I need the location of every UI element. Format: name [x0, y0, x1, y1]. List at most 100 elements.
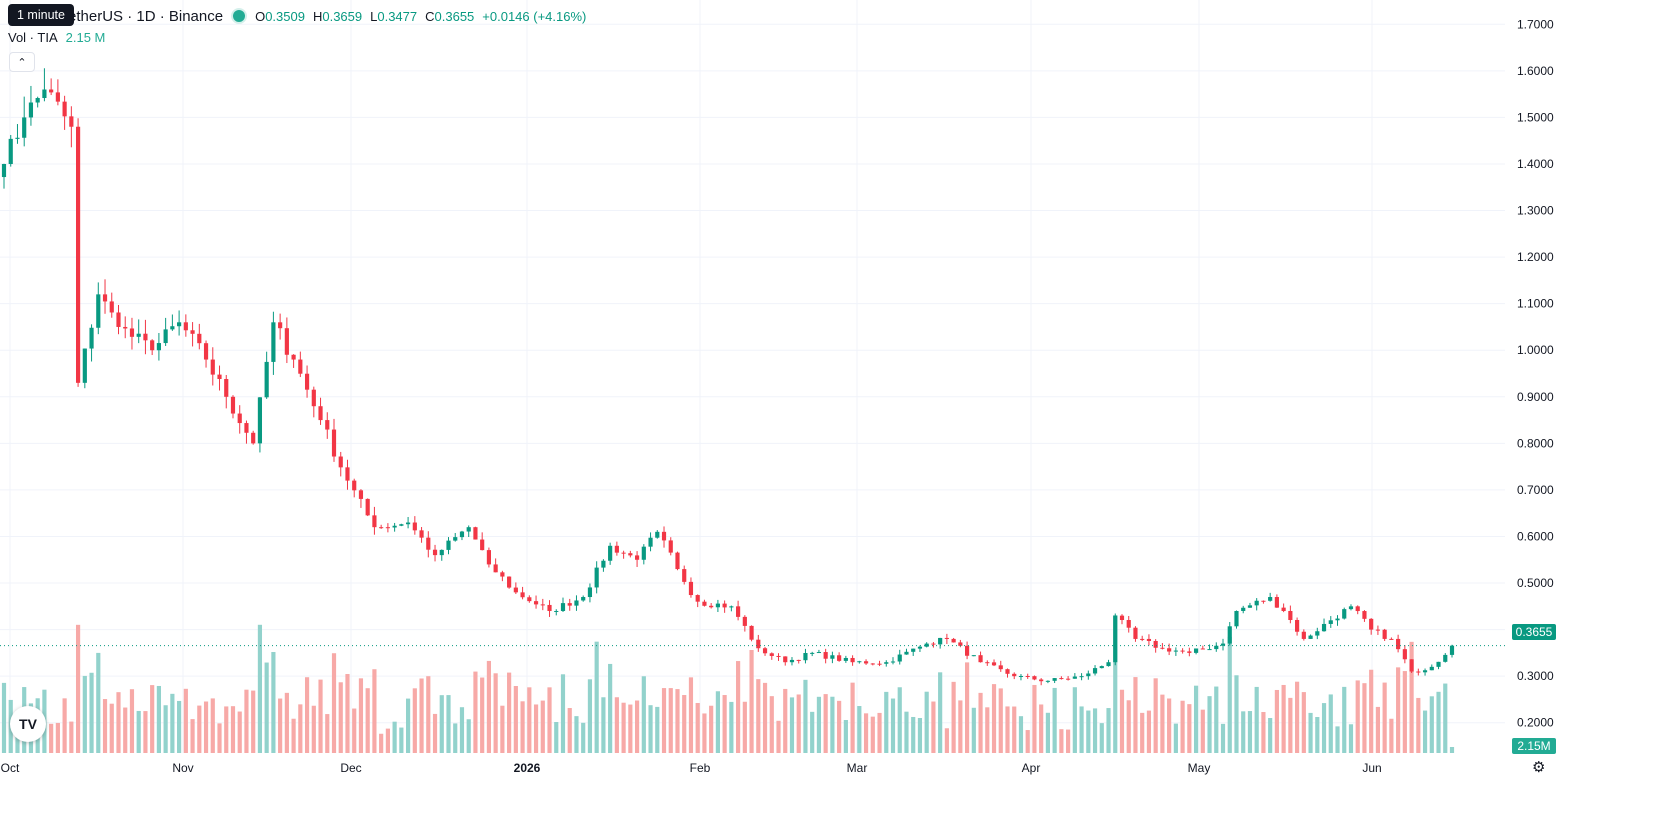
- candle-body: [1106, 662, 1111, 667]
- candle-body: [264, 361, 269, 398]
- current-volume-label: 2.15M: [1512, 738, 1556, 754]
- settings-gear-icon[interactable]: ⚙: [1532, 759, 1546, 776]
- volume-bar: [540, 700, 545, 753]
- volume-bar: [715, 691, 720, 753]
- collapse-legend-button[interactable]: ⌃: [9, 52, 35, 72]
- volume-bar: [688, 677, 694, 753]
- candle-body: [1045, 680, 1050, 682]
- volume-bar: [1086, 710, 1091, 753]
- volume-bar: [1422, 710, 1428, 753]
- candle-body: [365, 498, 370, 516]
- volume-bar: [385, 728, 390, 753]
- candle-body: [594, 567, 599, 588]
- volume-bar: [224, 706, 229, 753]
- candle-body: [1079, 676, 1084, 678]
- volume-bar: [608, 663, 613, 753]
- candle-body: [493, 564, 498, 573]
- volume-bar: [1355, 680, 1360, 753]
- volume-bar: [1133, 677, 1138, 753]
- candle-body: [621, 552, 626, 554]
- candle-body: [102, 294, 108, 302]
- volume-bar: [1241, 711, 1246, 753]
- candle-body: [500, 572, 505, 577]
- candle-body: [655, 531, 660, 538]
- candle-body: [1342, 609, 1347, 619]
- candle-body: [843, 657, 848, 661]
- volume-bar: [1443, 683, 1448, 753]
- volume-bar: [318, 679, 323, 753]
- market-status-icon[interactable]: [233, 10, 246, 22]
- candle-body: [1086, 673, 1091, 677]
- candle-body: [1160, 647, 1165, 649]
- candle-body: [49, 89, 54, 93]
- volume-legend[interactable]: Vol · TIA 2.15 M: [8, 30, 105, 45]
- volume-bar: [480, 677, 485, 753]
- volume-bar: [399, 727, 404, 753]
- volume-bar: [601, 697, 606, 753]
- candle-body: [1382, 629, 1387, 639]
- volume-bar: [177, 700, 182, 753]
- candle-body: [944, 637, 949, 639]
- volume-bar: [62, 698, 67, 753]
- tradingview-logo[interactable]: TV: [10, 706, 46, 742]
- volume-bar: [358, 678, 364, 753]
- volume-bar: [1207, 696, 1212, 753]
- volume-bar: [1160, 694, 1165, 753]
- candle-body: [123, 326, 128, 329]
- volume-bar: [1389, 718, 1394, 753]
- volume-bar: [1254, 686, 1259, 753]
- symbol-title[interactable]: etherUS · 1D · Binance: [68, 7, 224, 25]
- volume-bar: [863, 713, 869, 753]
- volume-bar: [1274, 689, 1279, 753]
- time-tick-label: May: [1188, 761, 1211, 775]
- volume-bar: [890, 698, 896, 753]
- volume-bar: [533, 704, 539, 753]
- candle-body: [823, 652, 828, 659]
- volume-bar: [55, 722, 60, 753]
- candle-body: [850, 657, 855, 663]
- candle-body: [251, 432, 256, 444]
- volume-bar: [311, 705, 316, 753]
- candle-body: [1402, 649, 1407, 660]
- logo-text: TV: [19, 716, 37, 732]
- volume-bar: [251, 690, 256, 753]
- volume-bar: [1268, 718, 1273, 753]
- time-tick-label: Jun: [1362, 761, 1381, 775]
- candle-body: [311, 389, 316, 407]
- volume-bar: [1214, 686, 1219, 753]
- candle-body: [1227, 626, 1232, 644]
- volume-bar: [581, 722, 586, 753]
- candle-body: [601, 560, 606, 568]
- volume-bar: [971, 707, 976, 753]
- volume-bar: [870, 716, 875, 753]
- price-axis[interactable]: 1.7000 1.6000 1.5000 1.4000 1.3000 1.2000 1.10…: [1517, 17, 1554, 729]
- candle-body: [998, 665, 1003, 670]
- candle-body: [1335, 618, 1340, 621]
- volume-bar: [527, 687, 532, 753]
- volume-bar: [554, 722, 559, 753]
- volume-bar: [594, 641, 599, 753]
- candle-body: [715, 603, 720, 608]
- candle-body: [1059, 678, 1064, 680]
- candle-body: [682, 569, 687, 582]
- candle-body: [345, 467, 350, 481]
- volume-bar: [614, 697, 619, 753]
- candle-body: [1308, 635, 1313, 639]
- time-axis[interactable]: Oct Nov Dec 2026 Feb Mar Apr May Jun: [1, 761, 1382, 775]
- volume-bar: [709, 705, 714, 753]
- candle-body: [1436, 661, 1441, 667]
- candle-body: [1328, 620, 1333, 624]
- candle-body: [278, 322, 283, 329]
- candle-body: [762, 648, 768, 654]
- volume-bar: [486, 660, 491, 753]
- candle-body: [480, 539, 485, 551]
- candle-body: [1234, 610, 1239, 627]
- volume-bar: [938, 672, 943, 753]
- candle-body: [931, 643, 936, 645]
- volume-bar: [392, 721, 397, 753]
- candle-body: [338, 456, 343, 468]
- candle-body: [951, 638, 956, 643]
- candle-body: [109, 301, 114, 313]
- candle-body: [1173, 650, 1178, 652]
